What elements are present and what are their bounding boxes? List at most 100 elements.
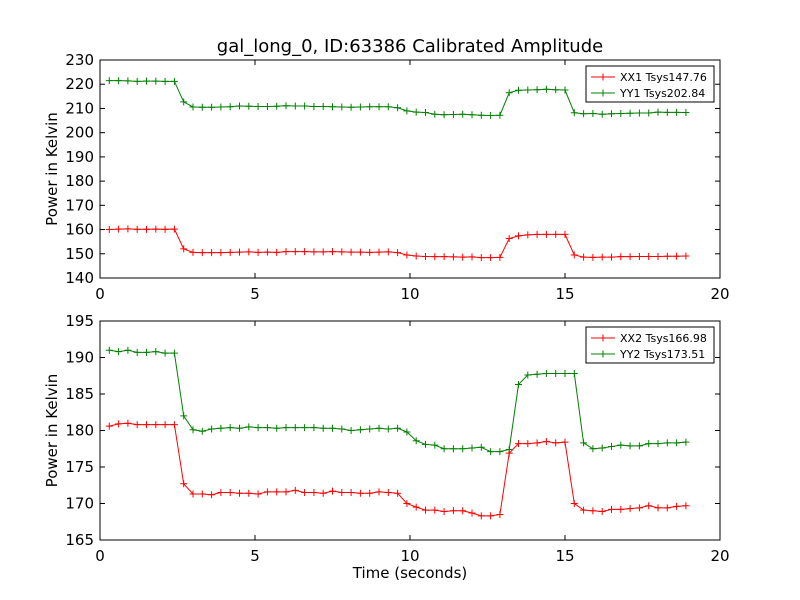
plot-area-bottom (105, 346, 690, 520)
data-point-marker (635, 252, 643, 260)
data-point-marker (189, 426, 197, 434)
y-tick-label: 180 (65, 422, 94, 440)
data-point-marker (347, 248, 355, 256)
data-point-marker (375, 424, 383, 432)
data-point-marker (236, 489, 243, 497)
data-point-marker (394, 424, 402, 432)
data-point-marker (384, 103, 392, 111)
data-point-marker (515, 86, 522, 94)
x-tick-label: 20 (710, 547, 729, 565)
data-point-marker (115, 77, 123, 85)
y-axis-label-top: Power in Kelvin (43, 112, 61, 226)
data-point-marker (468, 509, 476, 517)
data-point-marker (635, 109, 643, 117)
data-point-marker (338, 248, 346, 256)
data-point-marker (180, 98, 188, 106)
chart-title: gal_long_0, ID:63386 Calibrated Amplitud… (217, 36, 603, 57)
data-point-marker (617, 110, 625, 118)
legend-marker (599, 350, 607, 358)
legend-box (585, 65, 715, 103)
y-tick-label: 150 (65, 245, 94, 263)
data-point-marker (208, 249, 216, 257)
legend-top: XX1 Tsys147.76 YY1 Tsys202.84 (585, 65, 715, 103)
data-point-marker (329, 248, 336, 256)
data-point-marker (338, 489, 346, 497)
data-point-marker (673, 252, 681, 260)
data-point-marker (226, 424, 234, 432)
data-point-marker (161, 77, 169, 85)
x-tick-label: 15 (555, 547, 574, 565)
x-axis-ticks-bottom: 0 5 10 15 20 (95, 321, 730, 565)
data-point-marker (468, 253, 476, 261)
data-point-marker (496, 448, 504, 456)
data-point-marker (310, 103, 318, 111)
data-point-marker (403, 500, 411, 507)
data-point-marker (449, 253, 457, 261)
data-point-marker (496, 510, 504, 518)
data-point-marker (198, 249, 206, 257)
data-point-marker (152, 225, 160, 233)
data-point-marker (542, 230, 550, 238)
data-point-marker (263, 488, 271, 496)
data-point-marker (226, 103, 234, 111)
data-point-marker (431, 441, 439, 449)
data-point-marker (608, 110, 615, 118)
data-point-marker (189, 103, 197, 111)
data-point-marker (263, 103, 271, 111)
data-point-marker (487, 111, 495, 119)
data-point-marker (384, 489, 392, 497)
chart-bottom: 0 5 10 15 20 165 170 175 180 185 190 195 Power in … (43, 312, 730, 582)
y-tick-label: 220 (65, 75, 94, 93)
data-point-marker (524, 231, 532, 239)
data-point-marker (598, 508, 606, 516)
y-tick-label: 230 (65, 51, 94, 69)
data-point-marker (198, 427, 206, 435)
data-point-marker (329, 487, 336, 495)
data-point-marker (552, 230, 560, 238)
data-point-marker (273, 488, 281, 496)
x-tick-label: 5 (250, 547, 260, 565)
data-point-marker (626, 253, 634, 261)
data-point-marker (524, 440, 532, 448)
data-point-marker (422, 440, 429, 448)
y-tick-label: 170 (65, 196, 94, 214)
data-point-marker (161, 225, 169, 233)
data-point-marker (682, 438, 690, 446)
data-point-marker (561, 438, 569, 446)
data-point-marker (254, 490, 262, 498)
data-point-marker (422, 506, 429, 514)
data-point-marker (375, 103, 383, 111)
data-point-marker (440, 253, 448, 261)
data-point-marker (477, 254, 485, 262)
data-point-marker (236, 248, 243, 256)
legend-entry: YY2 Tsys173.51 (619, 348, 705, 361)
data-point-marker (617, 253, 625, 261)
data-point-marker (236, 424, 243, 432)
data-point-marker (552, 439, 560, 447)
data-point-marker (552, 86, 560, 94)
data-point-marker (431, 110, 439, 118)
data-point-marker (515, 381, 522, 389)
data-point-marker (170, 225, 178, 233)
data-point-marker (394, 249, 402, 257)
y-tick-label: 180 (65, 172, 94, 190)
data-point-marker (505, 445, 513, 453)
data-point-marker (319, 103, 327, 111)
data-point-marker (663, 252, 671, 260)
data-point-marker (291, 248, 299, 256)
data-point-marker (496, 253, 504, 261)
data-point-marker (626, 109, 634, 117)
data-point-marker (366, 489, 374, 497)
data-point-marker (570, 500, 578, 507)
data-point-marker (208, 103, 216, 111)
x-tick-label: 5 (250, 285, 260, 303)
data-point-marker (598, 253, 606, 261)
x-axis-ticks-top: 0 5 10 15 20 (95, 60, 730, 303)
data-point-marker (663, 504, 671, 512)
data-point-marker (412, 503, 420, 511)
x-tick-label: 10 (400, 547, 419, 565)
data-point-marker (254, 424, 262, 432)
data-point-marker (152, 77, 160, 85)
data-point-marker (412, 252, 420, 260)
data-point-marker (180, 412, 188, 420)
